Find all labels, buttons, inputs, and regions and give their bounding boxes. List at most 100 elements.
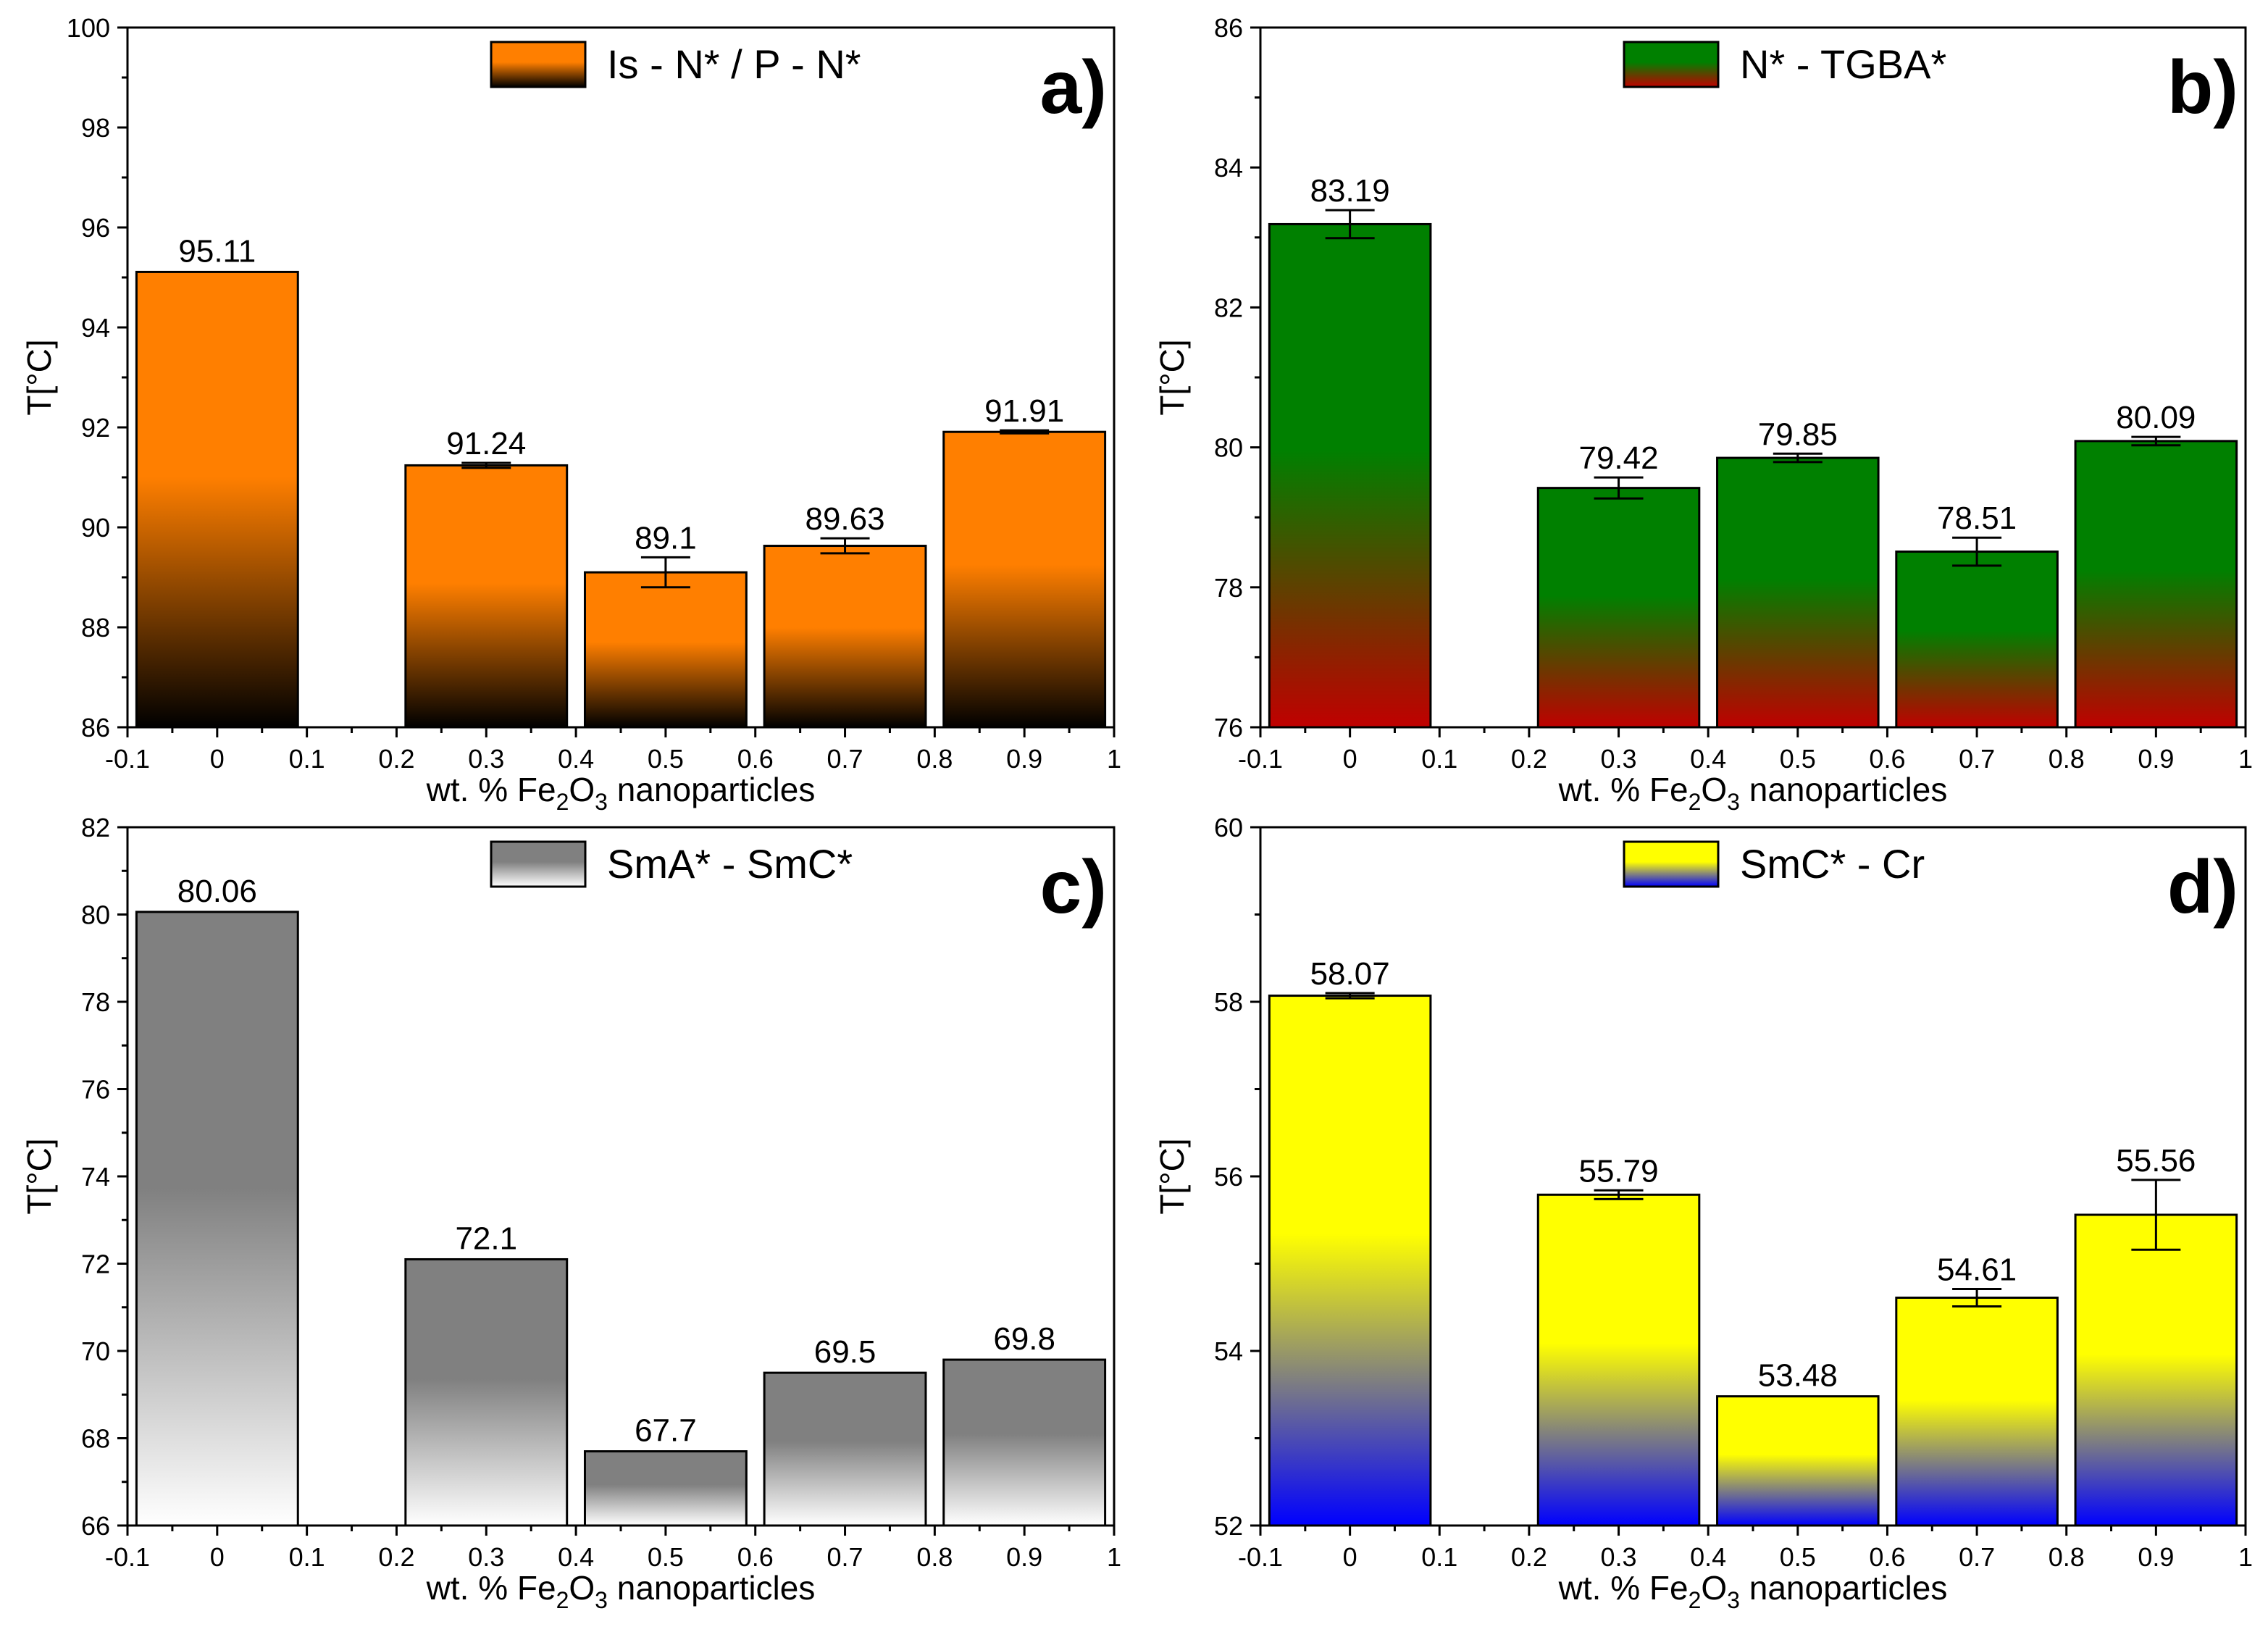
x-axis-title: wt. % Fe2O3 nanoparticles bbox=[426, 771, 816, 815]
bar bbox=[404, 464, 569, 729]
data-label: 69.5 bbox=[814, 1334, 876, 1370]
bar bbox=[1536, 1193, 1701, 1527]
x-tick-label: 0.4 bbox=[558, 1542, 594, 1572]
x-tick-label: 0.9 bbox=[2138, 744, 2174, 774]
x-tick-label: 0.9 bbox=[1006, 744, 1042, 774]
x-tick-label: -0.1 bbox=[105, 744, 150, 774]
x-tick-label: 0.5 bbox=[648, 744, 684, 774]
legend-label: SmC* - Cr bbox=[1740, 841, 1925, 887]
data-label: 91.24 bbox=[446, 426, 526, 461]
x-axis-title-part: nanoparticles bbox=[1740, 771, 1947, 808]
x-tick-label: 0.9 bbox=[2138, 1542, 2174, 1572]
bar bbox=[763, 1371, 927, 1527]
legend-label: Is - N* / P - N* bbox=[607, 41, 861, 87]
y-tick-label: 88 bbox=[81, 613, 110, 643]
y-tick-label: 96 bbox=[81, 213, 110, 243]
data-label: 79.42 bbox=[1578, 440, 1658, 476]
panel-label: c) bbox=[1040, 845, 1107, 929]
data-label: 53.48 bbox=[1758, 1358, 1838, 1394]
x-tick-label: 0 bbox=[1343, 744, 1357, 774]
bar bbox=[763, 545, 927, 729]
y-tick-label: 60 bbox=[1214, 813, 1243, 842]
y-tick-label: 78 bbox=[1214, 573, 1243, 603]
x-tick-label: 0.8 bbox=[2049, 1542, 2085, 1572]
x-tick-label: 0.6 bbox=[737, 1542, 774, 1572]
x-tick-label: 1 bbox=[1107, 744, 1121, 774]
y-axis-title: T[°C] bbox=[1153, 339, 1191, 415]
data-label: 69.8 bbox=[993, 1321, 1055, 1357]
data-label: 95.11 bbox=[178, 233, 256, 269]
x-tick-label: 0.4 bbox=[1690, 744, 1726, 774]
data-label: 79.85 bbox=[1758, 417, 1838, 452]
bar bbox=[1536, 487, 1701, 729]
data-label: 67.7 bbox=[635, 1413, 697, 1449]
x-tick-label: 0.6 bbox=[737, 744, 774, 774]
x-tick-label: 0.3 bbox=[468, 744, 504, 774]
x-axis-title-part: O bbox=[1701, 771, 1727, 808]
data-label: 91.91 bbox=[984, 393, 1064, 429]
x-tick-label: 0.2 bbox=[1511, 744, 1547, 774]
x-tick-label: 0 bbox=[1343, 1542, 1357, 1572]
y-tick-label: 84 bbox=[1214, 153, 1243, 183]
x-tick-label: 0.1 bbox=[289, 744, 325, 774]
x-tick-label: 0.7 bbox=[827, 1542, 863, 1572]
x-tick-label: 0.3 bbox=[468, 1542, 504, 1572]
y-tick-label: 72 bbox=[81, 1250, 110, 1279]
bar bbox=[583, 571, 748, 729]
y-tick-label: 58 bbox=[1214, 987, 1243, 1017]
bar bbox=[1268, 222, 1432, 729]
x-tick-label: 0.9 bbox=[1006, 1542, 1042, 1572]
x-tick-label: -0.1 bbox=[105, 1542, 150, 1572]
x-axis-title-subscript: 2 bbox=[556, 1587, 569, 1613]
x-tick-label: 0.2 bbox=[1511, 1542, 1547, 1572]
legend-swatch bbox=[1623, 41, 1720, 88]
x-axis-title: wt. % Fe2O3 nanoparticles bbox=[426, 1569, 816, 1613]
y-tick-label: 92 bbox=[81, 413, 110, 443]
panel-label: d) bbox=[2167, 845, 2238, 929]
data-label: 89.63 bbox=[805, 501, 884, 537]
x-axis-title-subscript: 2 bbox=[1689, 1587, 1702, 1613]
y-tick-label: 82 bbox=[81, 813, 110, 842]
x-tick-label: 1 bbox=[2238, 744, 2253, 774]
x-tick-label: 0.6 bbox=[1869, 744, 1905, 774]
x-tick-label: 0.5 bbox=[648, 1542, 684, 1572]
data-label: 55.79 bbox=[1578, 1153, 1658, 1189]
bar bbox=[942, 1358, 1107, 1527]
x-tick-label: 0.3 bbox=[1601, 1542, 1637, 1572]
data-label: 72.1 bbox=[455, 1221, 517, 1256]
bar bbox=[1268, 995, 1432, 1527]
y-tick-label: 98 bbox=[81, 113, 110, 143]
x-tick-label: 0.8 bbox=[916, 744, 953, 774]
x-axis-title-part: wt. % Fe bbox=[1558, 1569, 1689, 1607]
chart-panel-c: 80.06 72.1 67.7 69.5 69.8 66 68 70 72 74 76 78 80 82 -… bbox=[20, 813, 1121, 1613]
x-tick-label: 0.7 bbox=[1959, 744, 1995, 774]
data-label: 58.07 bbox=[1310, 956, 1390, 992]
data-label: 80.06 bbox=[177, 874, 257, 909]
x-tick-label: 0.8 bbox=[916, 1542, 953, 1572]
bar bbox=[1895, 1296, 2059, 1527]
x-axis-title-part: nanoparticles bbox=[608, 771, 815, 808]
y-tick-label: 86 bbox=[81, 713, 110, 742]
data-label: 89.1 bbox=[635, 520, 697, 556]
y-tick-label: 68 bbox=[81, 1424, 110, 1454]
y-tick-label: 90 bbox=[81, 513, 110, 543]
legend-swatch bbox=[490, 41, 587, 88]
legend-label: SmA* - SmC* bbox=[607, 841, 853, 887]
data-label: 55.56 bbox=[2116, 1143, 2196, 1179]
chart-panel-b: 83.19 79.42 79.85 78.51 80.09 76 78 80 82 84 86 -0.… bbox=[1153, 13, 2253, 815]
x-tick-label: 0.1 bbox=[1421, 1542, 1457, 1572]
x-axis-title-part: wt. % Fe bbox=[426, 771, 556, 808]
x-tick-label: 0.4 bbox=[1690, 1542, 1726, 1572]
x-tick-label: 1 bbox=[2238, 1542, 2253, 1572]
bar bbox=[1895, 551, 2059, 729]
x-axis-title-subscript: 3 bbox=[595, 1587, 608, 1613]
x-tick-label: 0 bbox=[210, 744, 225, 774]
bar bbox=[135, 911, 299, 1527]
x-tick-label: 0.3 bbox=[1601, 744, 1637, 774]
y-tick-label: 54 bbox=[1214, 1336, 1243, 1366]
y-tick-label: 66 bbox=[81, 1511, 110, 1541]
x-tick-label: -0.1 bbox=[1238, 744, 1283, 774]
x-axis-title-subscript: 2 bbox=[556, 789, 569, 815]
x-tick-label: 0 bbox=[210, 1542, 225, 1572]
